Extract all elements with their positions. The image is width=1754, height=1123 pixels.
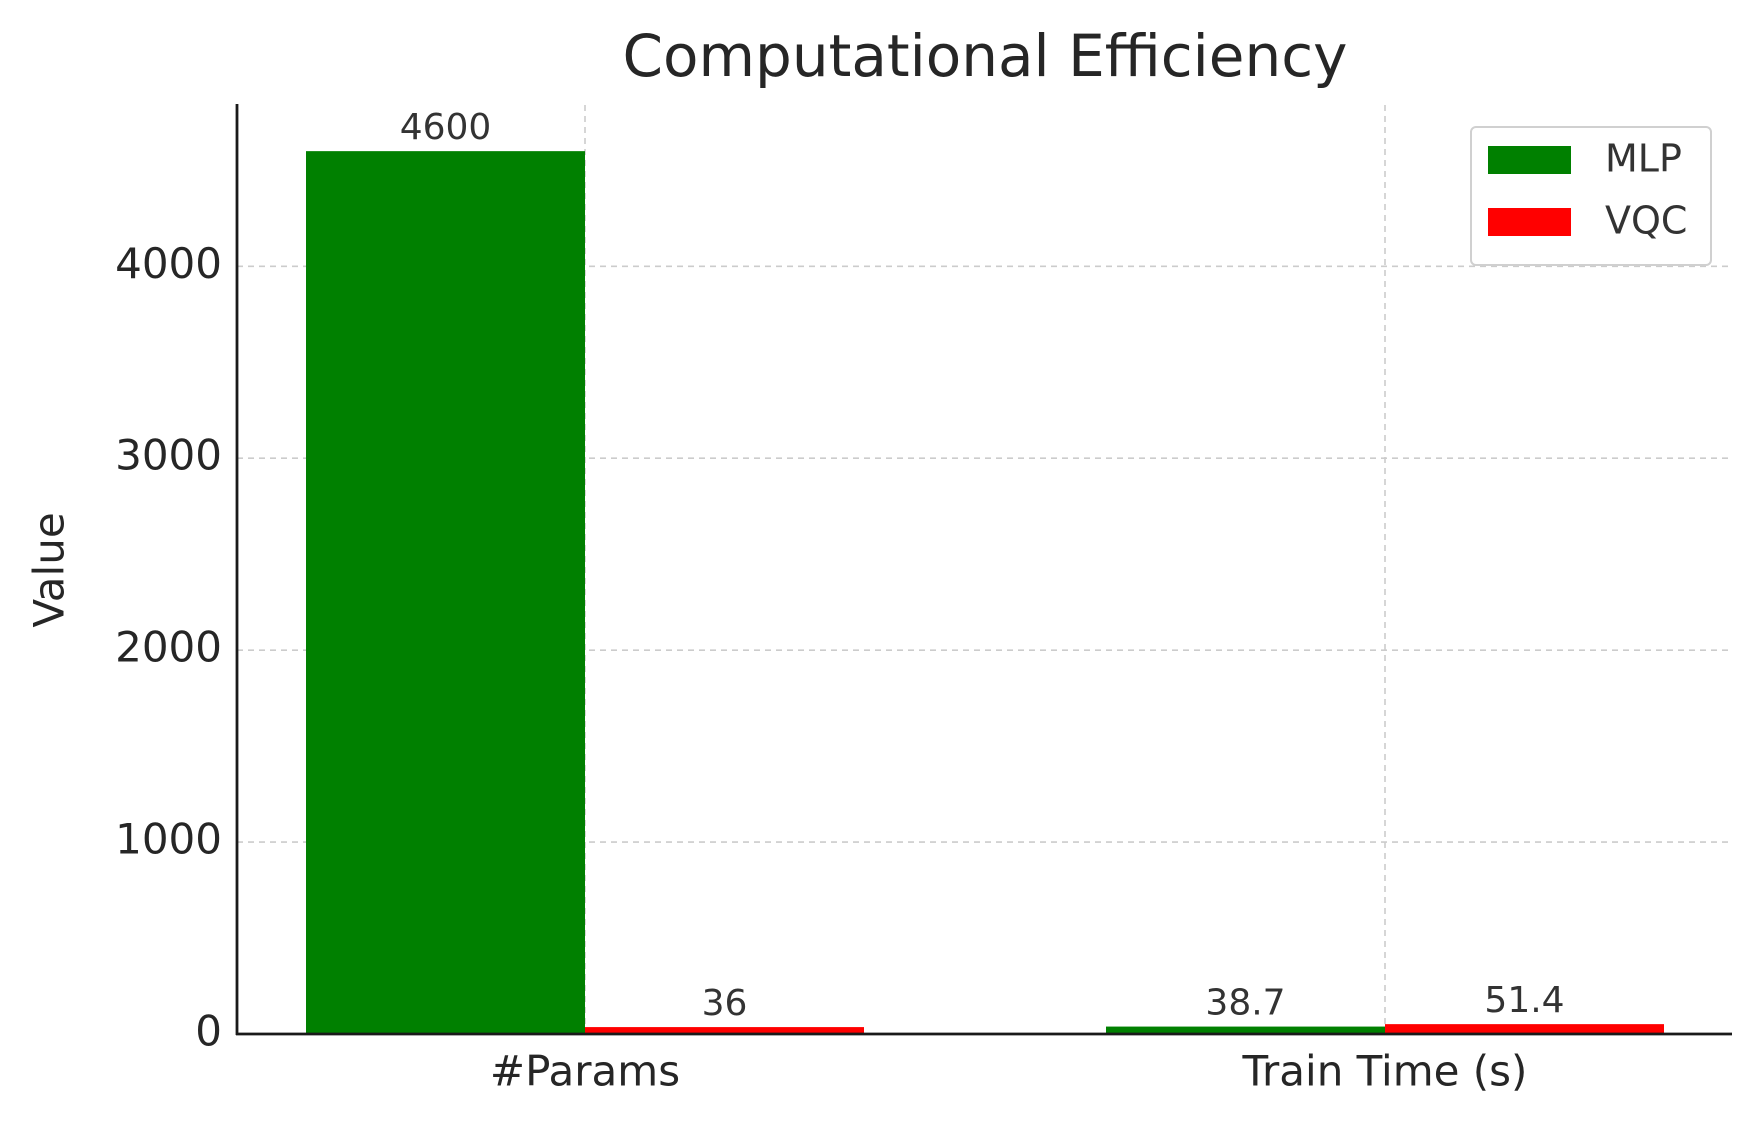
y-tick-label: 0 bbox=[195, 1007, 222, 1056]
labels: 0 1000 2000 3000 4000 #Params 4600 36 Train Time… bbox=[115, 107, 1564, 1095]
legend-label: VQC bbox=[1605, 199, 1687, 243]
x-tick-label: #Params bbox=[490, 1047, 680, 1096]
bar bbox=[306, 151, 585, 1035]
legend-swatch bbox=[1488, 208, 1571, 236]
value-label: 51.4 bbox=[1484, 980, 1564, 1021]
value-label: 36 bbox=[702, 983, 748, 1024]
chart-title: Computational Efficiency bbox=[623, 22, 1348, 90]
y-tick-label: 4000 bbox=[115, 239, 222, 288]
bar bbox=[1106, 1026, 1385, 1034]
bar bbox=[585, 1027, 864, 1034]
bars bbox=[306, 151, 1664, 1035]
value-label: 38.7 bbox=[1205, 983, 1285, 1024]
value-label: 4600 bbox=[400, 107, 492, 148]
legend-label: MLP bbox=[1605, 137, 1682, 181]
y-tick-label: 1000 bbox=[115, 815, 222, 864]
legend-swatch bbox=[1488, 146, 1571, 174]
x-tick-label: Train Time (s) bbox=[1242, 1047, 1528, 1096]
legend: MLP VQC bbox=[1470, 126, 1712, 266]
y-tick-label: 2000 bbox=[115, 623, 222, 672]
y-axis-label: Value bbox=[25, 512, 74, 627]
y-tick-label: 3000 bbox=[115, 431, 222, 480]
bar bbox=[1385, 1024, 1664, 1034]
